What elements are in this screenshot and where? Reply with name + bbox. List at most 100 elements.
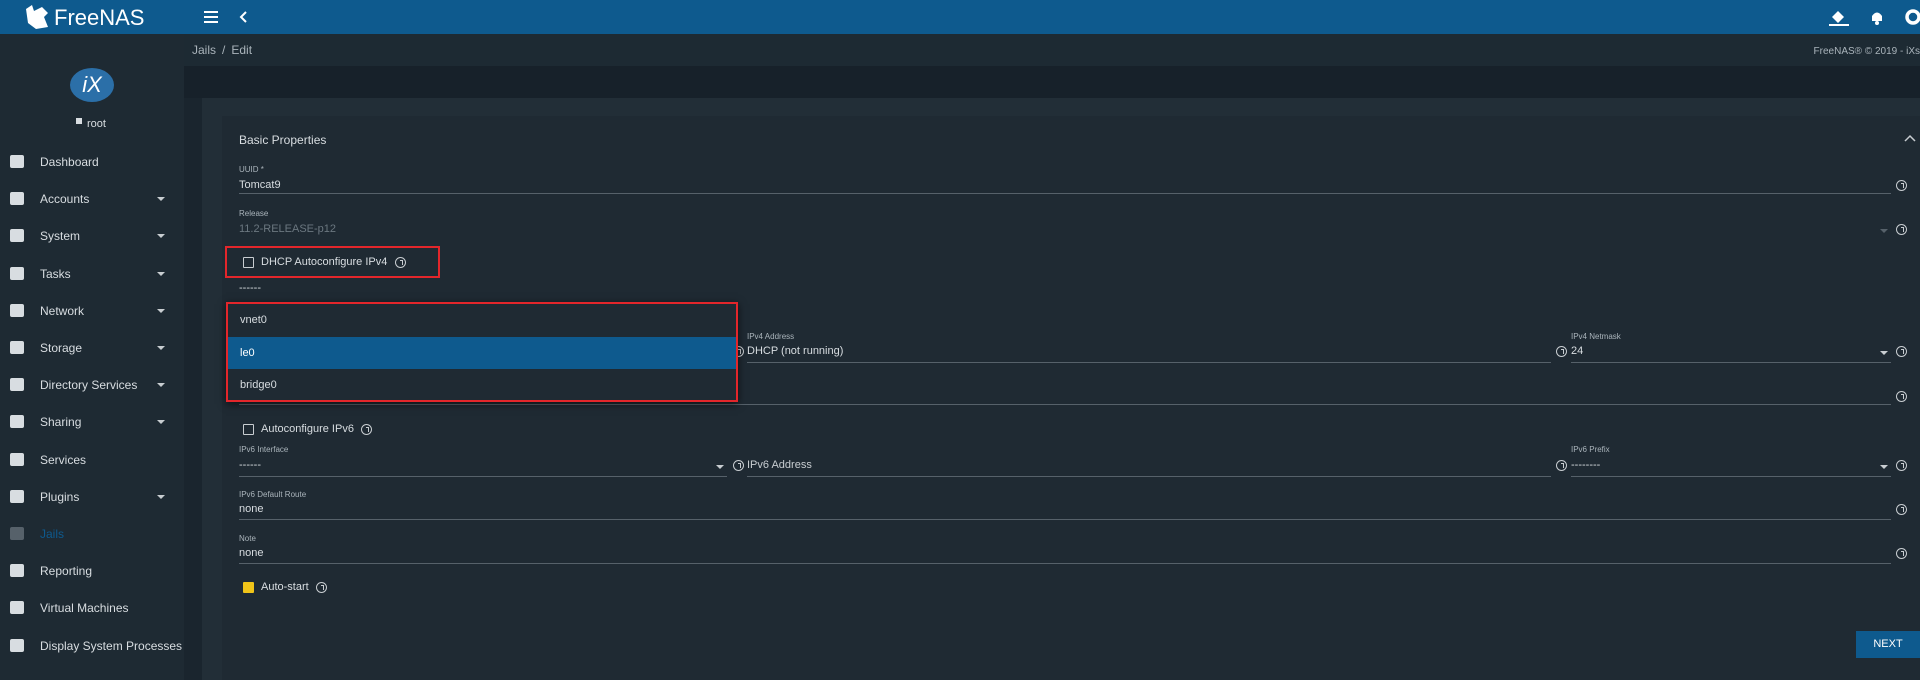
- dropdown-option[interactable]: bridge0: [240, 379, 277, 391]
- nav-item[interactable]: System: [0, 218, 184, 254]
- ipv6-prefix-select[interactable]: --------: [1571, 459, 1601, 471]
- ix-logo: iX: [70, 68, 114, 102]
- alerts-button[interactable]: [1870, 9, 1884, 25]
- nav-label: Dashboard: [40, 155, 99, 169]
- nav-item[interactable]: Storage: [0, 330, 184, 366]
- settings-button[interactable]: [1905, 9, 1920, 25]
- nav-icon: [10, 415, 24, 429]
- theme-button[interactable]: [1829, 9, 1849, 26]
- help-icon[interactable]: [1896, 504, 1907, 515]
- nav-label: Sharing: [40, 415, 82, 430]
- ipv4-netmask-select[interactable]: 24: [1571, 345, 1584, 357]
- help-icon[interactable]: [1556, 460, 1567, 471]
- nav-icon: [10, 155, 24, 168]
- field-label: IPv6 Default Route: [239, 490, 307, 499]
- ipv6-default-route-input[interactable]: none: [239, 503, 264, 515]
- nav-icon: [10, 229, 24, 243]
- dropdown-option[interactable]: vnet0: [240, 314, 267, 326]
- help-icon[interactable]: [1556, 346, 1567, 357]
- field-label: Note: [239, 534, 256, 543]
- nav-item[interactable]: Virtual Machines: [0, 590, 184, 626]
- help-icon[interactable]: [1896, 548, 1907, 559]
- nav-item[interactable]: Dashboard: [0, 144, 184, 180]
- field-label: IPv4 Netmask: [1571, 332, 1621, 341]
- copyright: FreeNAS® © 2019 - iXs: [1813, 46, 1920, 57]
- breadcrumb-item: Edit: [231, 43, 253, 57]
- nav-icon: [10, 192, 24, 206]
- logo-icon: [26, 5, 48, 29]
- help-icon[interactable]: [1896, 460, 1907, 471]
- help-icon[interactable]: [316, 582, 327, 593]
- dhcp-checkbox[interactable]: [243, 257, 254, 268]
- nav-icon: [10, 303, 24, 317]
- nav-label: Network: [40, 303, 85, 318]
- dropdown-arrow: [1880, 229, 1888, 233]
- ipv4-interface-select[interactable]: ------: [239, 282, 261, 294]
- page-band: [184, 66, 1920, 98]
- highlight-box: [226, 302, 738, 402]
- dropdown-option[interactable]: le0: [226, 336, 738, 369]
- breadcrumb-item[interactable]: Jails: [192, 43, 217, 57]
- nav-icon: [10, 564, 24, 578]
- field-label: IPv4 Address: [747, 332, 795, 341]
- release-select: 11.2-RELEASE-p12: [239, 223, 337, 235]
- ipv6-address-input[interactable]: IPv6 Address: [747, 459, 812, 471]
- nav-icon: [10, 266, 24, 280]
- underline: [239, 519, 1891, 520]
- submenu-arrow: [157, 271, 165, 276]
- nav-label: Reporting: [40, 564, 93, 579]
- ipv4-address-input[interactable]: DHCP (not running): [747, 345, 844, 357]
- nav-item[interactable]: Sharing: [0, 404, 184, 440]
- ipv6-interface-select[interactable]: ------: [239, 459, 261, 471]
- nav-item[interactable]: Reporting: [0, 553, 184, 589]
- field-label: IPv6 Interface: [239, 445, 289, 454]
- nav-item[interactable]: Accounts: [0, 181, 184, 217]
- help-icon[interactable]: [1896, 346, 1907, 357]
- uuid-input[interactable]: Tomcat9: [239, 179, 281, 191]
- nav-label: System: [40, 229, 81, 244]
- dropdown-arrow: [1880, 465, 1888, 469]
- collapse-button[interactable]: [1904, 134, 1916, 142]
- note-input[interactable]: none: [239, 547, 264, 559]
- nav-item[interactable]: Network: [0, 293, 184, 329]
- autostart-checkbox[interactable]: [243, 582, 254, 593]
- nav-item[interactable]: Plugins: [0, 479, 184, 515]
- nav-label: Accounts: [40, 192, 90, 207]
- checkbox-label: Autoconfigure IPv6: [261, 423, 354, 435]
- nav-label: Services: [40, 452, 87, 467]
- nav-item[interactable]: Services: [0, 442, 184, 478]
- lock-icon: [76, 118, 82, 124]
- help-icon[interactable]: [1896, 224, 1907, 235]
- submenu-arrow: [157, 494, 165, 499]
- underline: [747, 476, 1551, 477]
- nav-item[interactable]: Tasks: [0, 256, 184, 292]
- nav-item[interactable]: Jails: [0, 516, 184, 552]
- help-icon[interactable]: [1896, 391, 1907, 402]
- section-title: Basic Properties: [239, 133, 327, 147]
- dropdown-arrow: [1880, 351, 1888, 355]
- nav-item[interactable]: Display System Processes: [0, 628, 184, 664]
- help-icon[interactable]: [361, 424, 372, 435]
- back-button[interactable]: [238, 11, 248, 23]
- nav-item[interactable]: Directory Services: [0, 367, 184, 403]
- menu-button[interactable]: [204, 11, 218, 23]
- breadcrumb: Jails / Edit: [192, 43, 252, 57]
- nav-icon: [10, 452, 24, 466]
- breadcrumb-separator: /: [222, 43, 226, 57]
- submenu-arrow: [157, 197, 165, 202]
- user-name: root: [87, 118, 106, 130]
- nav-icon: [10, 489, 24, 503]
- nav-icon: [10, 638, 24, 652]
- submenu-arrow: [157, 346, 165, 350]
- help-icon[interactable]: [733, 460, 744, 471]
- underline: [239, 404, 1891, 405]
- nav-icon: [10, 527, 24, 540]
- dropdown-panel: vnet0 le0 bridge0: [226, 302, 738, 402]
- submenu-arrow: [157, 308, 165, 313]
- help-icon[interactable]: [1896, 180, 1907, 191]
- help-icon[interactable]: [395, 257, 406, 268]
- checkbox-label: DHCP Autoconfigure IPv4: [261, 256, 388, 268]
- underline: [1571, 476, 1891, 477]
- autoconf-ipv6-checkbox[interactable]: [243, 424, 254, 435]
- next-button[interactable]: NEXT: [1856, 631, 1920, 658]
